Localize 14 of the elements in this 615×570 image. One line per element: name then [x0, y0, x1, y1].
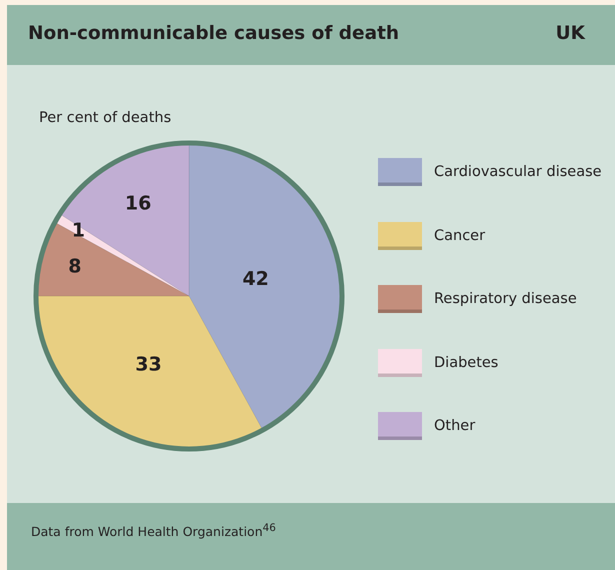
data-label: 42: [242, 268, 269, 290]
chart-title: Non-communicable causes of death: [28, 23, 400, 44]
legend-label: Other: [434, 418, 476, 434]
legend-label: Respiratory disease: [434, 291, 577, 307]
legend-label: Diabetes: [434, 354, 498, 370]
data-label: 1: [72, 220, 85, 242]
chart-subtitle: UK: [556, 23, 585, 44]
legend-label: Cancer: [434, 228, 486, 244]
legend-label: Cardiovascular disease: [434, 164, 602, 180]
text: Per cent of deaths: [39, 110, 172, 126]
data-label: 16: [124, 192, 152, 214]
data-label: 8: [68, 256, 82, 278]
data-label: 33: [135, 353, 162, 376]
text: Data from World Health Organization$^{46}$: [31, 522, 276, 540]
